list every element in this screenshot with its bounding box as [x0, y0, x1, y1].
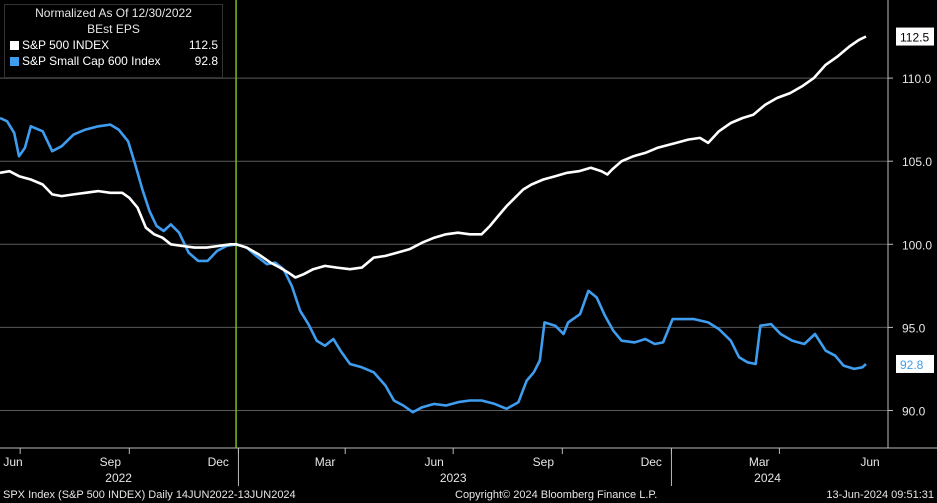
series-lines	[0, 35, 867, 414]
footer-ticker: SPX Index (S&P 500 INDEX) Daily 14JUN202…	[3, 489, 296, 501]
x-tick-label: Jun	[425, 455, 444, 469]
y-tick-label: 90.0	[902, 405, 926, 419]
x-tick-label: Jun	[3, 455, 22, 469]
x-tick-label: Jun	[860, 455, 879, 469]
footer-copyright: Copyright© 2024 Bloomberg Finance L.P.	[455, 489, 658, 501]
smallcap-line	[0, 116, 867, 414]
x-tick-label: Mar	[315, 455, 336, 469]
legend-value-smallcap: 92.8	[194, 54, 218, 68]
legend-swatch-smallcap	[10, 57, 19, 66]
smallcap-last-value-box	[896, 354, 934, 373]
x-tick-label: Sep	[533, 455, 555, 469]
footer-timestamp: 13-Jun-2024 09:51:31	[826, 489, 934, 501]
chart-subtitle: BEst EPS	[87, 22, 140, 36]
y-tick-label: 95.0	[902, 321, 926, 335]
y-tick-label: 100.0	[902, 238, 932, 252]
chart-title: Normalized As Of 12/30/2022	[35, 6, 192, 20]
smallcap-last-value: 92.8	[900, 358, 924, 372]
x-tick-label: Dec	[641, 455, 662, 469]
grid-lines	[0, 77, 888, 411]
x-axis: Jun Sep Dec Mar Jun Sep Dec Mar Jun 2022 2023 2024	[0, 447, 937, 486]
spx-last-value-box	[896, 27, 934, 46]
x-year-label: 2023	[440, 471, 467, 485]
footer: SPX Index (S&P 500 INDEX) Daily 14JUN202…	[0, 487, 937, 503]
y-tick-label: 110.0	[902, 72, 931, 86]
x-tick-label: Sep	[100, 455, 122, 469]
legend-value-spx: 112.5	[188, 38, 218, 52]
legend-item-spx: S&P 500 INDEX 112.5	[5, 37, 222, 53]
spx-last-value: 112.5	[900, 31, 929, 45]
x-tick-label: Mar	[749, 455, 770, 469]
y-tick-label: 105.0	[902, 155, 932, 169]
x-year-label: 2022	[105, 471, 132, 485]
legend-item-smallcap: S&P Small Cap 600 Index 92.8	[5, 53, 222, 69]
x-year-label: 2024	[754, 471, 781, 485]
legend-name-smallcap: S&P Small Cap 600 Index	[22, 54, 161, 68]
legend: Normalized As Of 12/30/2022 BEst EPS S&P…	[4, 4, 223, 78]
legend-name-spx: S&P 500 INDEX	[22, 38, 110, 52]
y-axis: 90.0 95.0 100.0 105.0 110.0	[887, 0, 932, 448]
spx-line	[0, 35, 867, 279]
last-value-labels: 112.5 92.8	[896, 27, 934, 373]
legend-swatch-spx	[10, 41, 19, 50]
x-tick-label: Dec	[208, 455, 229, 469]
